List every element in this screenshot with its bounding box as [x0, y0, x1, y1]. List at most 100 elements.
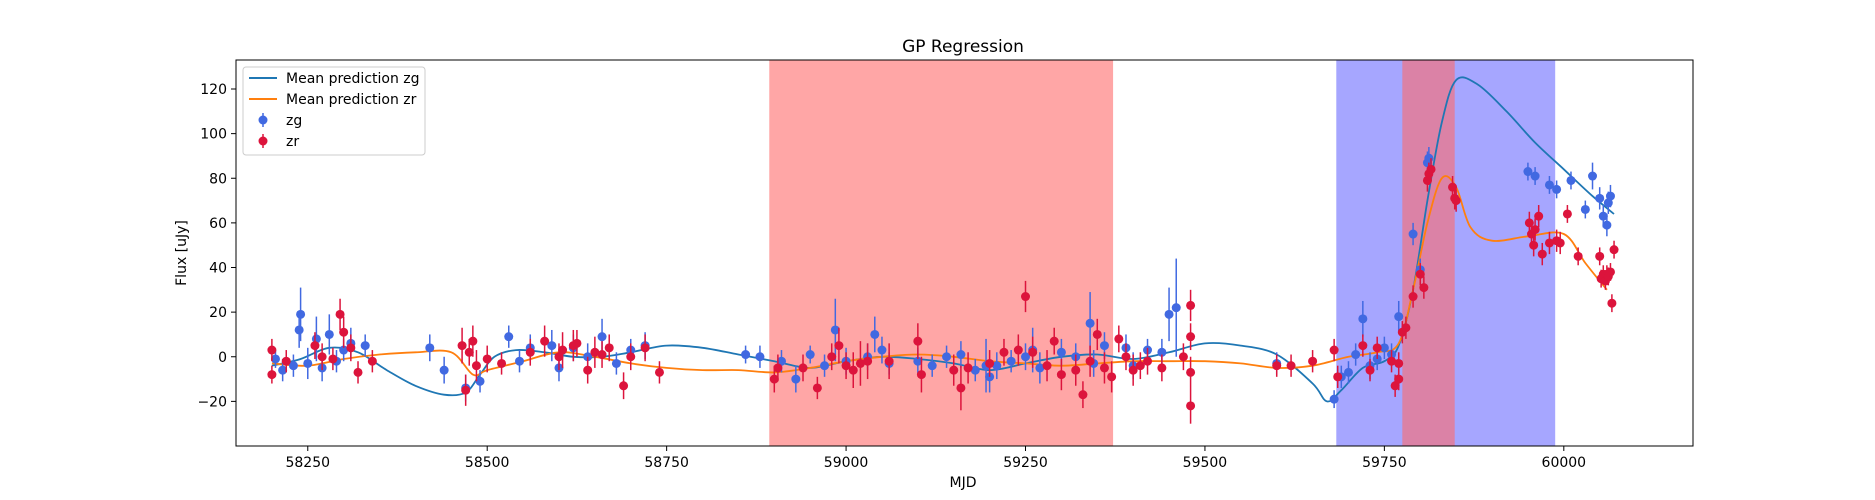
marker-zg — [1351, 350, 1360, 359]
marker-zr — [655, 368, 664, 377]
marker-zr — [1529, 241, 1538, 250]
x-tick-label: 60000 — [1542, 455, 1587, 471]
marker-zr — [572, 339, 581, 348]
marker-zr — [1556, 238, 1565, 247]
marker-zr — [1121, 352, 1130, 361]
marker-zr — [849, 366, 858, 375]
marker-zr — [558, 346, 567, 355]
marker-zr — [827, 352, 836, 361]
marker-zr — [1401, 323, 1410, 332]
marker-zr — [497, 359, 506, 368]
marker-zg — [1588, 172, 1597, 181]
marker-zr — [1114, 334, 1123, 343]
marker-zr — [282, 357, 291, 366]
marker-zg — [1394, 312, 1403, 321]
marker-zr — [1078, 390, 1087, 399]
marker-zr — [1143, 357, 1152, 366]
marker-zr — [1394, 375, 1403, 384]
marker-zr — [346, 343, 355, 352]
marker-zr — [1366, 366, 1375, 375]
marker-zg — [806, 350, 815, 359]
x-tick-label: 59000 — [824, 455, 869, 471]
marker-zg — [504, 332, 513, 341]
marker-zr — [368, 357, 377, 366]
legend-label-zr: zr — [286, 134, 299, 150]
marker-zr — [1186, 301, 1195, 310]
marker-zr — [1373, 343, 1382, 352]
x-tick-label: 59250 — [1003, 455, 1048, 471]
marker-zr — [583, 366, 592, 375]
marker-zr — [1308, 357, 1317, 366]
marker-zg — [295, 325, 304, 334]
marker-zg — [1057, 348, 1066, 357]
marker-zg — [440, 366, 449, 375]
marker-zr — [526, 348, 535, 357]
marker-zg — [820, 361, 829, 370]
marker-zg — [1552, 185, 1561, 194]
marker-zg — [1409, 230, 1418, 239]
x-tick-label: 59500 — [1183, 455, 1228, 471]
marker-zr — [1287, 361, 1296, 370]
marker-zg — [361, 341, 370, 350]
marker-zg — [1424, 154, 1433, 163]
marker-zg — [1165, 310, 1174, 319]
marker-zr — [1419, 283, 1428, 292]
x-tick-label: 58750 — [644, 455, 689, 471]
marker-zr — [1394, 359, 1403, 368]
marker-zr — [267, 346, 276, 355]
marker-zr — [328, 354, 337, 363]
y-tick-label: 40 — [209, 261, 227, 277]
marker-zr — [318, 352, 327, 361]
marker-zr — [1186, 332, 1195, 341]
marker-zg — [1602, 221, 1611, 230]
marker-zr — [1043, 361, 1052, 370]
marker-zr — [885, 357, 894, 366]
legend-swatch-zr-marker — [259, 137, 268, 146]
marker-zg — [296, 310, 305, 319]
marker-zg — [791, 375, 800, 384]
marker-zr — [472, 361, 481, 370]
marker-zg — [1086, 319, 1095, 328]
marker-zr — [1272, 361, 1281, 370]
marker-zr — [1071, 366, 1080, 375]
marker-zg — [942, 352, 951, 361]
y-tick-label: −20 — [197, 394, 227, 410]
shaded-region-3 — [1402, 60, 1454, 446]
marker-zg — [598, 332, 607, 341]
marker-zr — [1157, 363, 1166, 372]
marker-zg — [1172, 303, 1181, 312]
marker-zr — [834, 341, 843, 350]
marker-zr — [626, 352, 635, 361]
marker-zr — [1358, 341, 1367, 350]
marker-zr — [1607, 299, 1616, 308]
marker-zr — [1093, 330, 1102, 339]
marker-zg — [515, 357, 524, 366]
legend-label-zg: zg — [286, 113, 302, 129]
marker-zr — [1021, 292, 1030, 301]
marker-zg — [1595, 194, 1604, 203]
y-tick-label: 100 — [200, 127, 227, 143]
marker-zg — [1606, 192, 1615, 201]
marker-zg — [1581, 205, 1590, 214]
marker-zr — [1538, 250, 1547, 259]
marker-zr — [985, 359, 994, 368]
marker-zg — [956, 350, 965, 359]
marker-zg — [1100, 341, 1109, 350]
marker-zg — [1358, 314, 1367, 323]
marker-zg — [612, 359, 621, 368]
marker-zr — [1610, 245, 1619, 254]
marker-zg — [1007, 357, 1016, 366]
marker-zg — [1566, 176, 1575, 185]
marker-zr — [1086, 357, 1095, 366]
marker-zr — [461, 386, 470, 395]
y-tick-label: 120 — [200, 82, 227, 98]
legend-label-zg-line: Mean prediction zg — [286, 71, 420, 87]
marker-zr — [1050, 337, 1059, 346]
marker-zg — [928, 361, 937, 370]
marker-zr — [1606, 267, 1615, 276]
x-tick-label: 58500 — [465, 455, 510, 471]
marker-zr — [799, 363, 808, 372]
marker-zr — [1333, 372, 1342, 381]
marker-zr — [468, 337, 477, 346]
